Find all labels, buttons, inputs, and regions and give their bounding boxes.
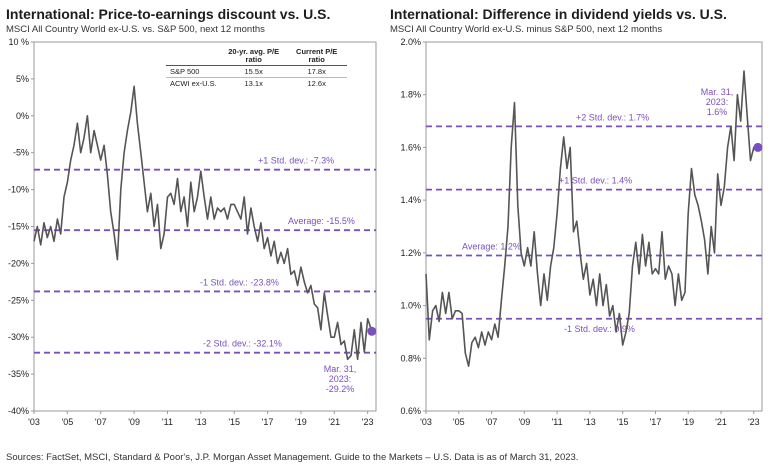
dividend-yield-chart: 2.0% 1.8% 1.6% 1.4% 1.2% 1.0% 0.8% 0.6%'03 '05 '0… [400, 37, 763, 427]
annotation-label: 2023: [329, 374, 352, 384]
y-tick-label: -15% [8, 222, 29, 232]
x-tick-label: '13 [195, 417, 207, 427]
x-tick-label: '17 [650, 417, 662, 427]
annotation-label: 1.6% [707, 107, 728, 117]
x-tick-label: '07 [95, 417, 107, 427]
table-cell: 13.1x [244, 79, 263, 88]
x-tick-label: '07 [486, 417, 498, 427]
x-tick-label: '17 [262, 417, 274, 427]
x-tick-label: '03 [420, 417, 432, 427]
reference-line-label: Average: -15.5% [288, 216, 355, 226]
chart-title-left: International: Price-to-earnings discoun… [6, 6, 331, 22]
pe-discount-chart: 10 %5%0%-5%-10%-15%-20%-25%-30%-35%-40%'… [8, 37, 377, 427]
x-tick-label: '23 [362, 417, 374, 427]
reference-line-label: -1 Std. dev.: 0.9% [564, 324, 635, 334]
y-tick-label: -25% [8, 295, 29, 305]
y-tick-label: 1.6% [400, 142, 421, 152]
x-tick-label: '19 [295, 417, 307, 427]
x-tick-label: '05 [61, 417, 73, 427]
y-tick-label: 0.6% [400, 406, 421, 416]
annotation-label: -29.2% [326, 384, 355, 394]
y-tick-label: -30% [8, 332, 29, 342]
y-tick-label: -20% [8, 258, 29, 268]
y-tick-label: 0% [16, 111, 29, 121]
reference-line-label: +1 Std. dev.: -7.3% [258, 156, 334, 166]
source-note: Sources: FactSet, MSCI, Standard & Poor'… [6, 452, 579, 463]
plot-frame [425, 41, 763, 412]
table-cell: 15.5x [220, 65, 287, 78]
annotation-label: Mar. 31, [701, 87, 734, 97]
pe-ratio-table: 20-yr. avg. P/E ratio Current P/E ratio … [166, 47, 347, 89]
reference-line-label: Average: 1.2% [462, 241, 521, 251]
table-cell: 17.8x [286, 65, 347, 78]
x-tick-label: '11 [162, 417, 173, 427]
y-tick-label: 0.8% [400, 353, 421, 363]
x-tick-label: '09 [518, 417, 530, 427]
series-line [425, 70, 758, 368]
x-tick-label: '15 [617, 417, 629, 427]
x-tick-label: '23 [748, 417, 760, 427]
y-tick-label: 1.8% [400, 90, 421, 100]
annotation-label: Mar. 31, [324, 364, 357, 374]
x-tick-label: '09 [128, 417, 140, 427]
x-tick-label: '15 [228, 417, 240, 427]
y-tick-label: -10% [8, 185, 29, 195]
chart-subtitle-left: MSCI All Country World ex-U.S. vs. S&P 5… [6, 24, 265, 35]
annotation-label: 2023: [706, 97, 729, 107]
x-tick-label: '05 [453, 417, 465, 427]
y-tick-label: 10 % [8, 37, 29, 47]
table-cell: 12.6x [307, 79, 326, 88]
latest-value-marker [753, 142, 763, 152]
x-tick-label: '21 [328, 417, 340, 427]
reference-line-label: -1 Std. dev.: -23.8% [200, 277, 279, 287]
x-tick-label: '13 [584, 417, 596, 427]
table-row: ACWI ex-U.S. 13.1x 12.6x [166, 78, 347, 90]
x-tick-label: '19 [682, 417, 694, 427]
table-cell: S&P 500 [166, 65, 221, 78]
table-header-current: Current P/E ratio [286, 47, 347, 66]
x-tick-label: '21 [715, 417, 727, 427]
reference-line-label: +1 Std. dev.: 1.4% [559, 176, 632, 186]
latest-value-marker [367, 326, 377, 336]
y-tick-label: 1.2% [400, 248, 421, 258]
y-tick-label: 2.0% [400, 37, 421, 47]
y-tick-label: -35% [8, 369, 29, 379]
x-tick-label: '03 [28, 417, 40, 427]
y-tick-label: 1.4% [400, 195, 421, 205]
series-line [33, 85, 373, 361]
table-row: S&P 500 15.5x 17.8x [166, 65, 347, 78]
plot-frame [33, 41, 377, 412]
table-header-blank [166, 47, 221, 66]
reference-line-label: +2 Std. dev.: 1.7% [576, 112, 649, 122]
y-tick-label: 1.0% [400, 301, 421, 311]
table-cell: ACWI ex-U.S. [170, 79, 217, 88]
y-tick-label: -5% [13, 148, 29, 158]
reference-line-label: -2 Std. dev.: -32.1% [203, 339, 282, 349]
y-tick-label: 5% [16, 74, 29, 84]
x-tick-label: '11 [552, 417, 563, 427]
y-tick-label: -40% [8, 406, 29, 416]
table-header-avg: 20-yr. avg. P/E ratio [220, 47, 287, 66]
chart-subtitle-right: MSCI All Country World ex-U.S. minus S&P… [390, 24, 663, 35]
chart-title-right: International: Difference in dividend yi… [390, 6, 727, 22]
